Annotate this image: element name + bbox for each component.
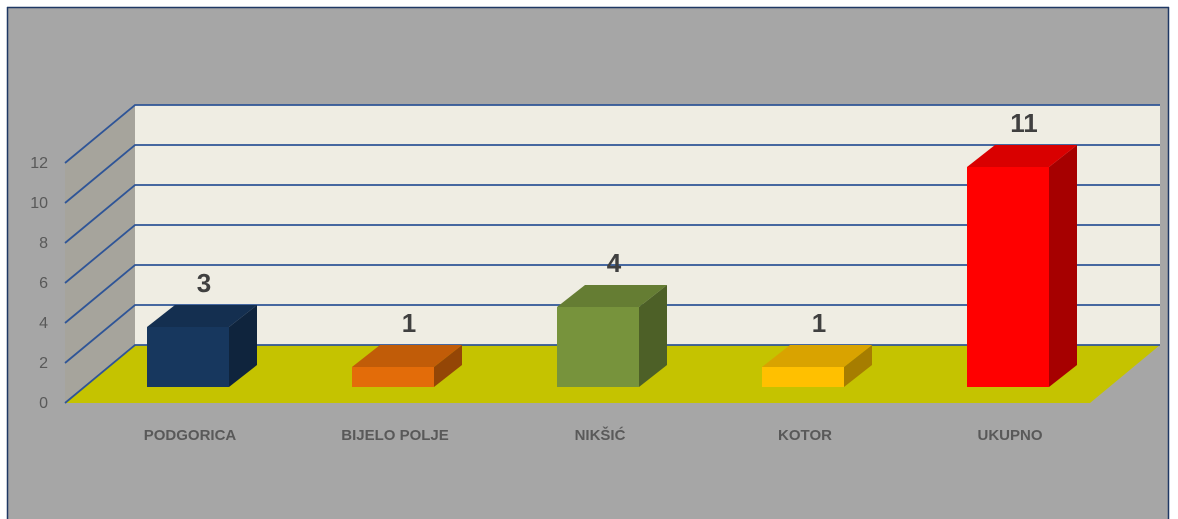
bar-top-face xyxy=(967,145,1077,167)
y-tick-label: 8 xyxy=(39,235,48,252)
y-tick-label: 6 xyxy=(39,275,48,292)
gridline xyxy=(64,184,1160,244)
data-label: 1 xyxy=(402,308,416,338)
gridline xyxy=(64,104,1160,164)
gridline xyxy=(64,144,1160,204)
bar-front-face xyxy=(967,167,1049,387)
bar xyxy=(967,145,1077,387)
bars xyxy=(147,145,1077,387)
data-label: 11 xyxy=(1010,108,1038,138)
category-label: PODGORICA xyxy=(144,427,237,444)
y-axis-ticks: 0 2 4 6 8 10 12 xyxy=(30,155,48,412)
bar-side-face xyxy=(229,305,257,387)
bar xyxy=(352,345,462,387)
bar-front-face xyxy=(557,307,639,387)
category-label: BIJELO POLJE xyxy=(341,427,449,444)
y-tick-label: 4 xyxy=(39,315,48,332)
bar-side-face xyxy=(844,345,872,387)
x-axis-labels: PODGORICA BIJELO POLJE NIKŠIĆ KOTOR UKUPNO xyxy=(144,426,1043,444)
category-label: KOTOR xyxy=(778,427,832,444)
bar-top-face xyxy=(762,345,872,367)
bar xyxy=(147,305,257,387)
bar-side-face xyxy=(639,285,667,387)
data-label: 3 xyxy=(197,268,211,298)
bar-front-face xyxy=(352,367,434,387)
y-tick-label: 12 xyxy=(30,155,48,172)
gridline xyxy=(64,224,1160,284)
bar-front-face xyxy=(762,367,844,387)
bar-top-face xyxy=(557,285,667,307)
category-label: NIKŠIĆ xyxy=(575,426,626,444)
category-label: UKUPNO xyxy=(977,427,1042,444)
bar-side-face xyxy=(434,345,462,387)
bar xyxy=(557,285,667,387)
gridline xyxy=(64,304,1160,364)
data-label: 1 xyxy=(812,308,826,338)
bar-front-face xyxy=(147,327,229,387)
y-tick-label: 0 xyxy=(39,395,48,412)
gridline xyxy=(64,264,1160,324)
bar-top-face xyxy=(147,305,257,327)
y-tick-label: 10 xyxy=(30,195,48,212)
data-label: 4 xyxy=(607,248,622,278)
bar-top-face xyxy=(352,345,462,367)
y-tick-label: 2 xyxy=(39,355,48,372)
bar-side-face xyxy=(1049,145,1077,387)
bar xyxy=(762,345,872,387)
